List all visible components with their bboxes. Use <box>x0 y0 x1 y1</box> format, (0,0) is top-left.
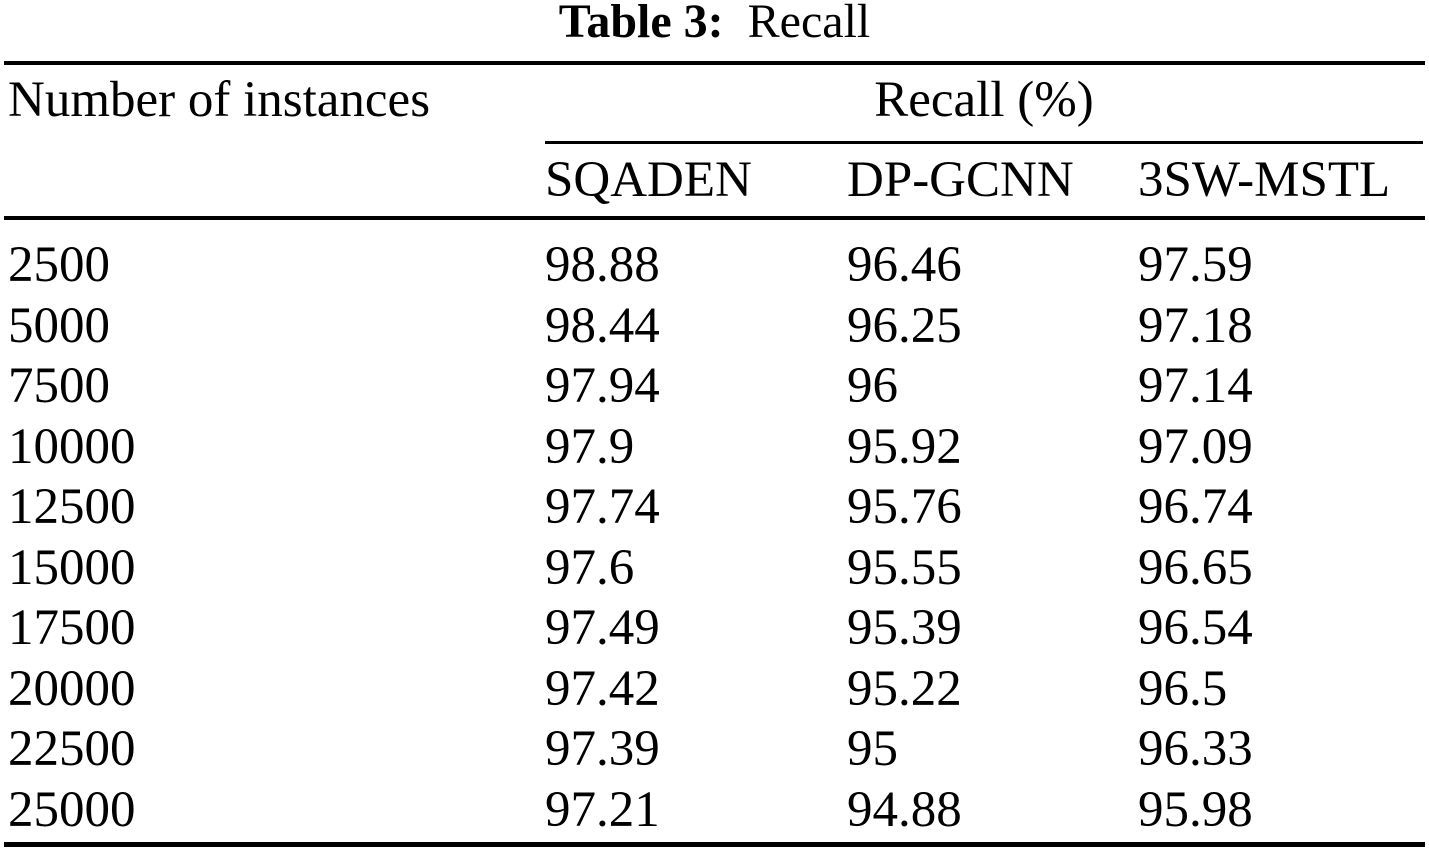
column-header-dp-gcnn: DP-GCNN <box>847 152 1074 208</box>
cell-instances: 22500 <box>8 721 136 777</box>
table-caption: Table 3: Recall <box>0 0 1429 46</box>
table-row: 20000 97.42 95.22 96.5 <box>0 659 1429 720</box>
cell-3sw-mstl: 96.74 <box>1138 479 1253 535</box>
top-rule <box>4 61 1425 65</box>
cell-3sw-mstl: 96.54 <box>1138 600 1253 656</box>
cell-dp-gcnn: 95.55 <box>847 539 962 596</box>
cell-dp-gcnn: 95.39 <box>847 600 962 656</box>
cell-sqaden: 98.88 <box>545 237 660 293</box>
cell-sqaden: 97.6 <box>545 539 635 596</box>
table-row: 12500 97.74 95.76 96.74 <box>0 477 1429 538</box>
table-row: 25000 97.21 94.88 95.98 <box>0 780 1429 841</box>
table-row: 5000 98.44 96.25 97.18 <box>0 296 1429 357</box>
cell-instances: 2500 <box>8 237 110 293</box>
column-header-sqaden: SQADEN <box>545 152 752 208</box>
table-header-row-1: Number of instances Recall (%) <box>0 70 1429 130</box>
table-caption-text: Recall <box>747 0 871 48</box>
cell-instances: 25000 <box>8 781 136 838</box>
cell-3sw-mstl: 96.5 <box>1138 660 1228 717</box>
group-header-recall: Recall (%) <box>874 72 1094 128</box>
cell-sqaden: 97.39 <box>545 721 660 777</box>
table-row: 22500 97.39 95 96.33 <box>0 719 1429 780</box>
cell-dp-gcnn: 96.25 <box>847 297 962 354</box>
cell-3sw-mstl: 97.59 <box>1138 237 1253 293</box>
table-row: 10000 97.9 95.92 97.09 <box>0 417 1429 478</box>
table-body: 2500 98.88 96.46 97.59 5000 98.44 96.25 97.18 75… <box>0 235 1429 840</box>
cell-sqaden: 97.9 <box>545 418 635 475</box>
table-row: 15000 97.6 95.55 96.65 <box>0 538 1429 599</box>
cell-dp-gcnn: 96.46 <box>847 237 962 293</box>
cell-dp-gcnn: 95.22 <box>847 660 962 717</box>
cell-instances: 7500 <box>8 358 110 414</box>
table-row: 2500 98.88 96.46 97.59 <box>0 235 1429 296</box>
column-header-instances: Number of instances <box>8 72 431 128</box>
column-header-3sw-mstl: 3SW-MSTL <box>1138 152 1391 208</box>
cell-3sw-mstl: 97.18 <box>1138 297 1253 354</box>
table-header-row-2: SQADEN DP-GCNN 3SW-MSTL <box>0 150 1429 210</box>
cell-sqaden: 98.44 <box>545 297 660 354</box>
cell-3sw-mstl: 97.14 <box>1138 358 1253 414</box>
cell-instances: 12500 <box>8 479 136 535</box>
cell-dp-gcnn: 94.88 <box>847 781 962 838</box>
table-caption-label: Table 3: <box>558 0 724 48</box>
cell-instances: 15000 <box>8 539 136 596</box>
cell-3sw-mstl: 95.98 <box>1138 781 1253 838</box>
cell-instances: 10000 <box>8 418 136 475</box>
cell-sqaden: 97.49 <box>545 600 660 656</box>
cell-dp-gcnn: 95.76 <box>847 479 962 535</box>
cell-instances: 5000 <box>8 297 110 354</box>
cell-3sw-mstl: 97.09 <box>1138 418 1253 475</box>
cell-sqaden: 97.94 <box>545 358 660 414</box>
cell-instances: 17500 <box>8 600 136 656</box>
cell-3sw-mstl: 96.33 <box>1138 721 1253 777</box>
group-header-rule <box>545 141 1423 144</box>
cell-sqaden: 97.21 <box>545 781 660 838</box>
bottom-rule <box>4 842 1425 847</box>
cell-3sw-mstl: 96.65 <box>1138 539 1253 596</box>
cell-sqaden: 97.42 <box>545 660 660 717</box>
cell-instances: 20000 <box>8 660 136 717</box>
cell-sqaden: 97.74 <box>545 479 660 535</box>
table-row: 17500 97.49 95.39 96.54 <box>0 598 1429 659</box>
cell-dp-gcnn: 96 <box>847 358 898 414</box>
cell-dp-gcnn: 95 <box>847 721 898 777</box>
cell-dp-gcnn: 95.92 <box>847 418 962 475</box>
header-body-rule <box>4 216 1425 220</box>
table-row: 7500 97.94 96 97.14 <box>0 356 1429 417</box>
